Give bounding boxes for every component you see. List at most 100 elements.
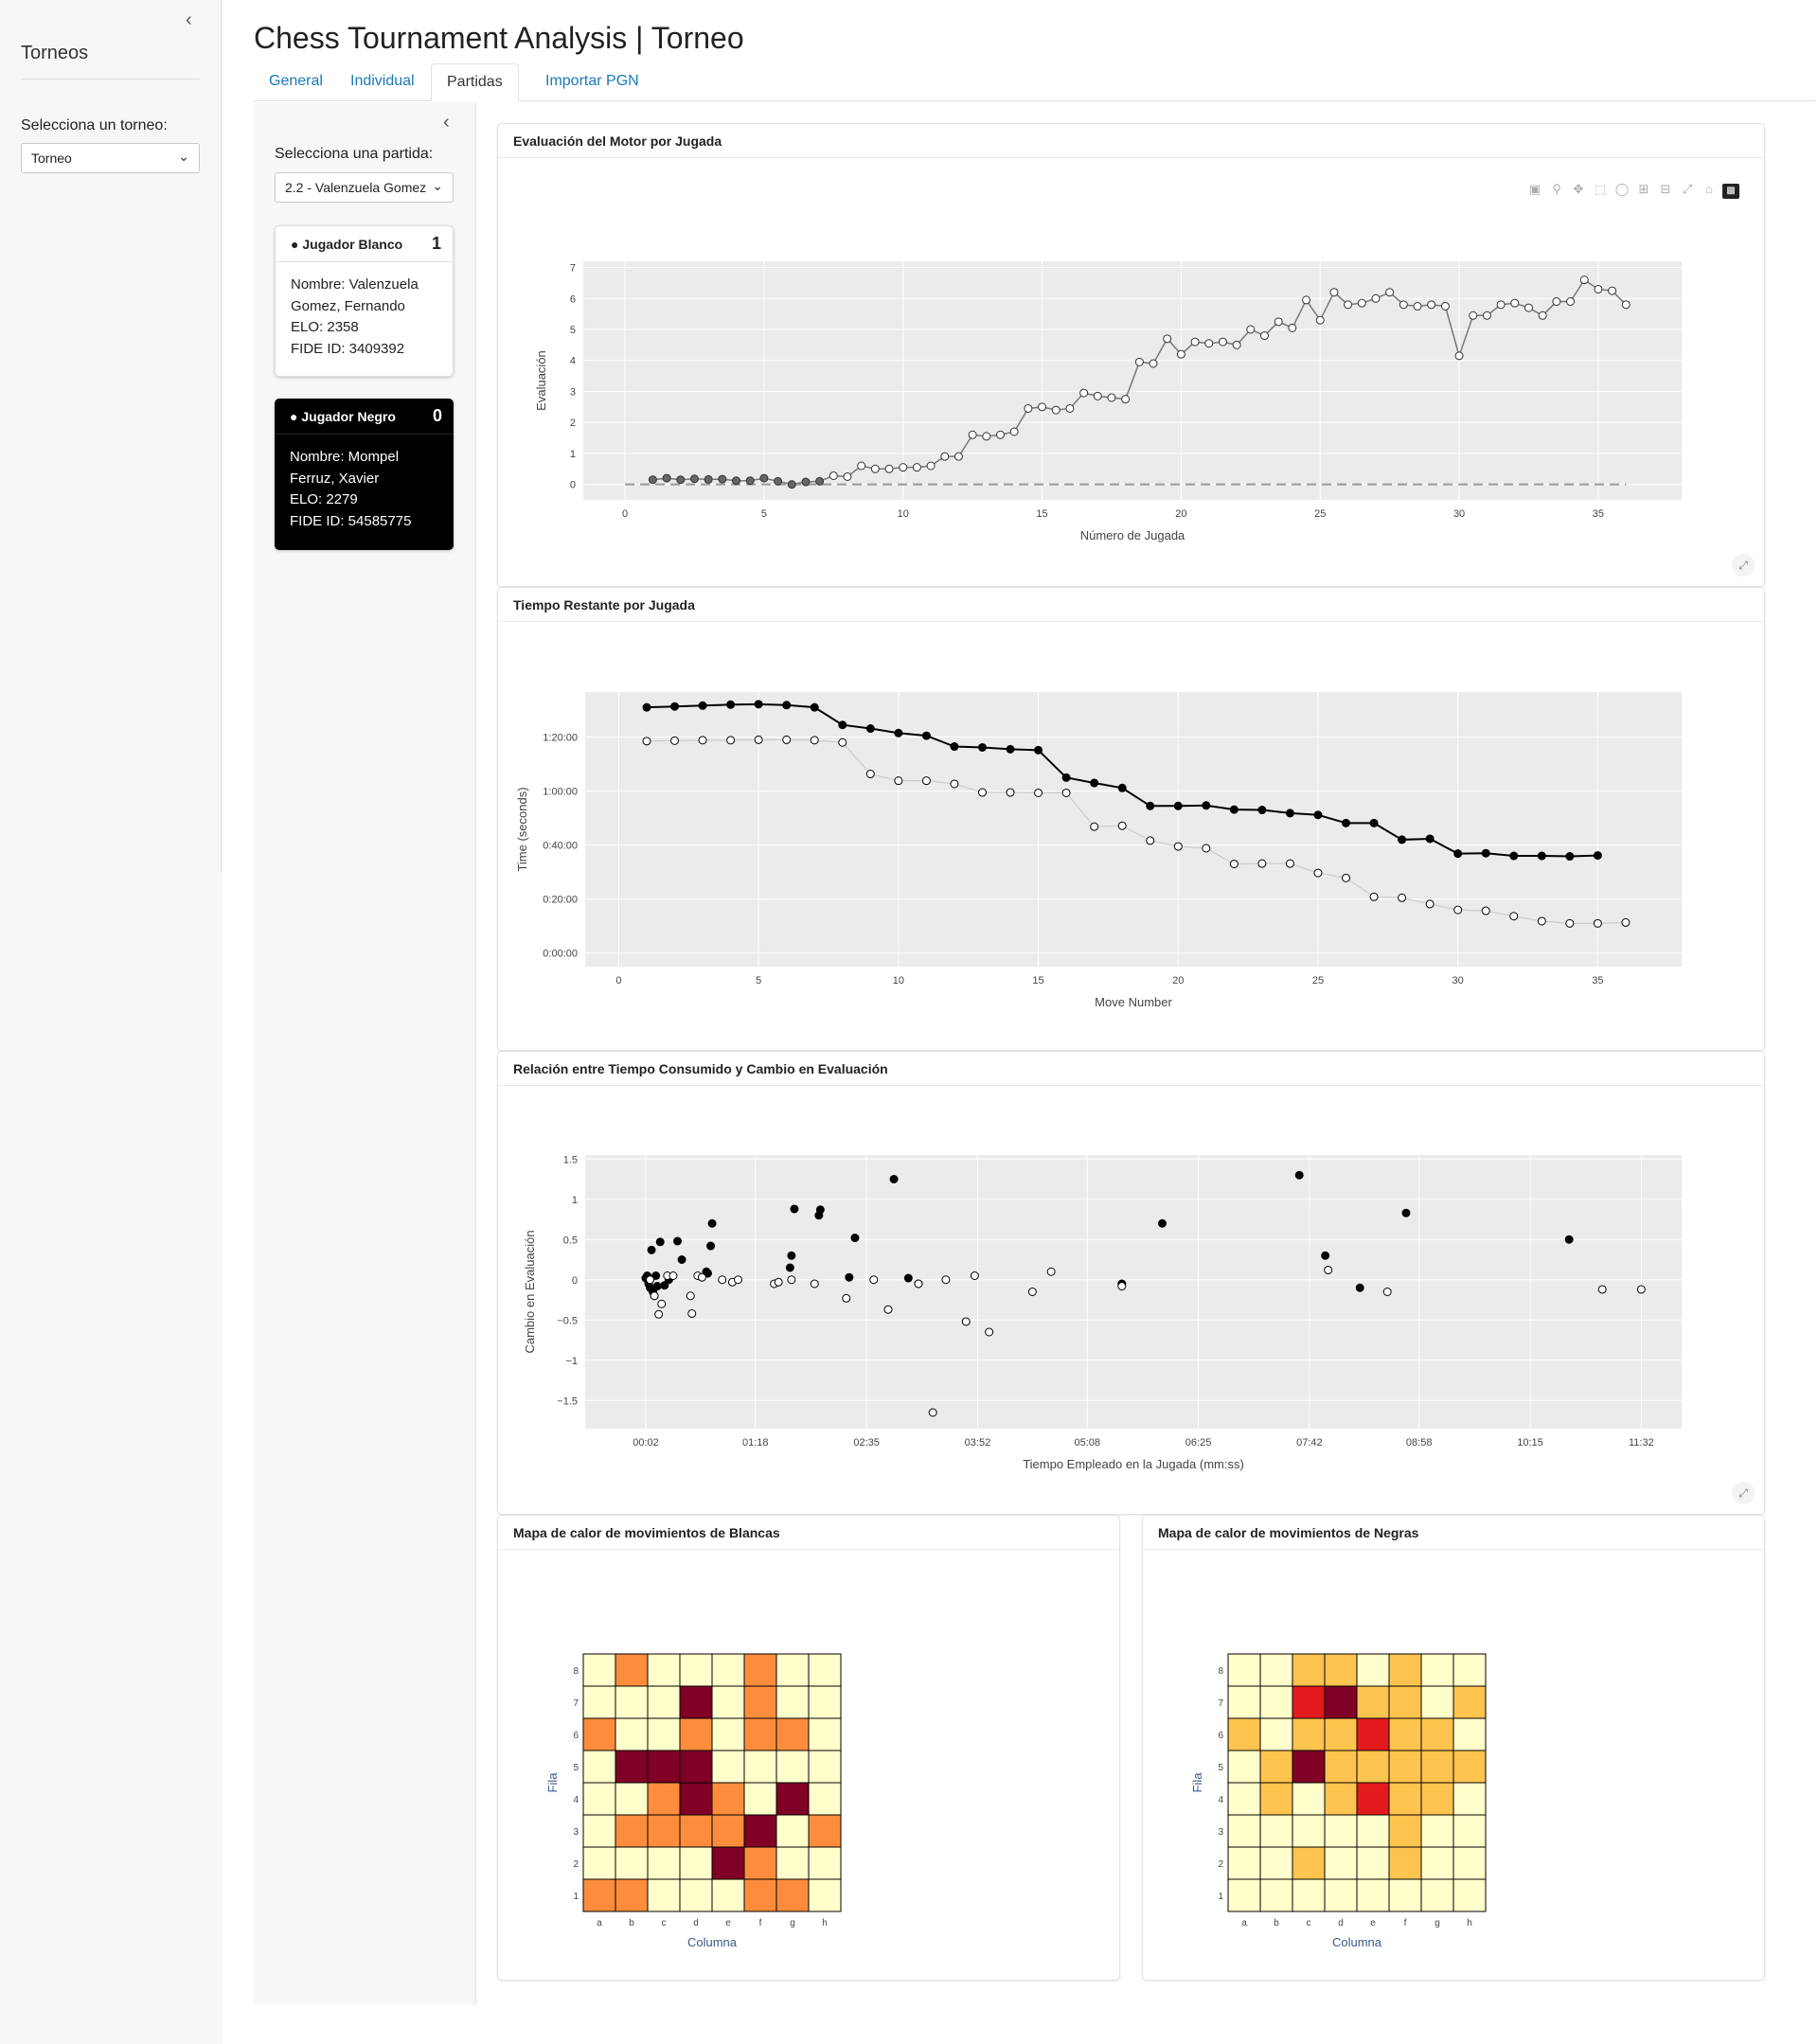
white-time-point — [1342, 873, 1351, 882]
tab-general[interactable]: General — [269, 73, 323, 89]
white-time-point — [1509, 912, 1519, 921]
eval-point — [1440, 301, 1450, 311]
heatmap-cell — [1388, 1782, 1422, 1816]
filled-scatter-point — [1564, 1235, 1574, 1244]
black-time-point — [1398, 835, 1407, 844]
eval-point — [1510, 298, 1520, 308]
black-time-point — [921, 731, 931, 740]
heatmap-cell — [647, 1717, 681, 1751]
camera-icon[interactable]: ▣ — [1528, 182, 1542, 196]
scatter-chart[interactable]: 00:02 01:18 02:35 03:52 05:08 06:25 07:42 08:58… — [498, 1052, 1766, 1516]
eval-point — [1371, 293, 1381, 303]
heatmap-x-tick-label: g — [1435, 1918, 1440, 1928]
zoom-out-icon[interactable]: ⊟ — [1660, 182, 1671, 196]
game-select[interactable]: 2.2 - Valenzuela Gomez ⌄ — [275, 172, 454, 203]
heatmap-x-tick-label: g — [790, 1918, 795, 1928]
heatmap-x-tick-label: h — [822, 1918, 828, 1928]
chevron-left-icon[interactable]: ‹ — [186, 9, 192, 30]
pan-icon[interactable]: ✥ — [1573, 182, 1584, 196]
lasso-icon[interactable]: ◯ — [1614, 182, 1630, 196]
tournament-select[interactable]: Torneo ⌄ — [21, 143, 200, 173]
home-icon[interactable]: ⌂ — [1705, 182, 1713, 196]
black-time-point — [865, 724, 875, 734]
heatmap-cell — [1356, 1878, 1390, 1912]
eval-point — [676, 475, 686, 485]
heatmap-cell — [808, 1717, 842, 1751]
zoom-icon[interactable]: ⚲ — [1552, 182, 1561, 196]
black-heatmap[interactable]: a b c d e f g h 1 2 3 4 5 6 7 8 Columna Fila — [1143, 1516, 1766, 1982]
eval-point — [718, 474, 727, 484]
chevron-left-icon[interactable]: ‹ — [443, 112, 450, 133]
white-time-point — [726, 736, 736, 745]
heatmap-cell — [647, 1814, 681, 1848]
open-scatter-point — [1027, 1288, 1037, 1296]
heatmap-cell — [615, 1878, 649, 1912]
zoom-in-icon[interactable]: ⊞ — [1638, 182, 1649, 196]
white-player-name: Nombre: Valenzuela Gomez, Fernando — [291, 276, 419, 314]
tab-partidas[interactable]: Partidas — [431, 63, 519, 101]
filled-scatter-point — [787, 1251, 796, 1260]
tab-individual[interactable]: Individual — [350, 73, 415, 89]
heatmap-cell — [1388, 1685, 1422, 1719]
eval-chart[interactable]: 0 5 10 15 20 25 30 35 0 1 2 3 4 5 6 7 Número de Jugada Ev… — [498, 124, 1766, 588]
heatmap-cell — [1388, 1846, 1422, 1880]
autoscale-icon[interactable]: ⤢ — [1682, 182, 1693, 196]
filled-scatter-point — [651, 1271, 661, 1280]
time-chart[interactable]: 0 5 10 15 20 25 30 35 0:00:00 0:20:00 0:40:00 1:00:… — [498, 588, 1766, 1052]
heatmap-cell — [711, 1685, 745, 1719]
y-tick-label: −1 — [565, 1356, 578, 1367]
eval-point — [940, 452, 950, 461]
heatmap-cell — [1259, 1846, 1293, 1880]
filled-scatter-point — [903, 1273, 913, 1283]
heatmap-cell — [1324, 1846, 1358, 1880]
open-scatter-point — [668, 1271, 678, 1280]
x-tick-label: 0 — [622, 508, 628, 520]
user-icon: ● — [291, 237, 303, 252]
heatmap-cell — [679, 1878, 713, 1912]
expand-icon[interactable]: ⤢ — [1732, 1482, 1755, 1504]
heatmap-cell — [647, 1846, 681, 1880]
black-time-point — [977, 742, 987, 752]
white-time-point — [670, 736, 680, 745]
y-tick-label: 0 — [570, 480, 576, 491]
open-scatter-point — [970, 1271, 979, 1280]
eval-point — [968, 430, 977, 439]
tab-importar-pgn[interactable]: Importar PGN — [545, 73, 639, 89]
filled-scatter-point — [652, 1282, 662, 1291]
x-tick-label: 5 — [756, 975, 761, 986]
eval-point — [1552, 297, 1561, 307]
y-tick-label: 5 — [570, 325, 576, 336]
x-tick-label: 02:35 — [853, 1437, 880, 1449]
x-tick-label: 10 — [898, 508, 909, 520]
heatmap-x-axis-title: Columna — [1332, 1935, 1382, 1949]
heatmap-cell — [647, 1782, 681, 1816]
black-time-point — [1537, 851, 1546, 861]
eval-point — [1427, 300, 1436, 310]
black-time-point — [894, 728, 903, 738]
eval-point — [1218, 337, 1227, 347]
heatmap-y-tick-label: 7 — [1218, 1698, 1223, 1709]
box-select-icon[interactable]: ⬚ — [1594, 182, 1607, 196]
open-scatter-point — [686, 1291, 695, 1301]
eval-point — [1566, 297, 1576, 307]
x-tick-label: 11:32 — [1629, 1437, 1654, 1449]
black-time-point — [1146, 801, 1155, 810]
expand-icon[interactable]: ⤢ — [1732, 554, 1755, 577]
y-tick-label: 1 — [570, 449, 576, 460]
heatmap-y-axis-title: Fila — [1190, 1772, 1204, 1793]
black-time-point — [1593, 851, 1602, 861]
eval-point — [1288, 323, 1297, 332]
x-tick-label: 01:18 — [742, 1437, 769, 1449]
x-axis-title: Tiempo Empleado en la Jugada (mm:ss) — [1023, 1457, 1244, 1471]
plotly-logo-icon[interactable]: ▩ — [1722, 184, 1739, 199]
filled-scatter-point — [677, 1255, 686, 1264]
heatmap-x-tick-label: a — [597, 1918, 602, 1928]
heatmap-cell — [743, 1878, 777, 1912]
heatmap-cell — [1356, 1685, 1390, 1719]
eval-point — [1524, 303, 1533, 312]
heatmap-cell — [647, 1878, 681, 1912]
white-heatmap[interactable]: a b c d e f g h 1 2 3 4 5 6 7 8 Columna Fila — [498, 1516, 1121, 1982]
heatmap-x-tick-label: e — [1370, 1918, 1376, 1928]
heatmap-cell — [1388, 1814, 1422, 1848]
white-time-point — [1593, 918, 1602, 928]
